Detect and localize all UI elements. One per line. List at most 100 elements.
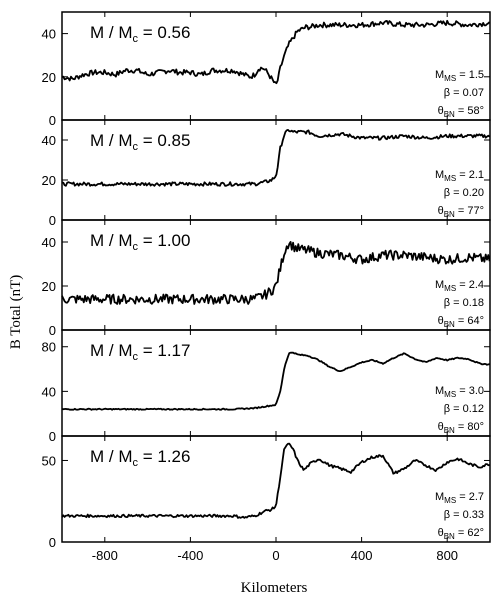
y-tick-label: 0 xyxy=(49,213,56,228)
title-ratio: 1.17 xyxy=(157,341,190,360)
param-symbol: M xyxy=(435,169,444,181)
param-symbol: β xyxy=(444,403,450,415)
x-tick-label: 800 xyxy=(436,548,458,563)
param-subscript: MS xyxy=(444,496,456,505)
y-tick-label: 20 xyxy=(42,70,56,85)
param-symbol: θ xyxy=(438,105,444,117)
param-value: = 64° xyxy=(455,315,484,327)
series-line xyxy=(61,351,490,411)
title-prefix: M / M xyxy=(90,23,133,42)
x-axis-label: Kilometers xyxy=(241,580,308,596)
param-label: MMS = 3.0 xyxy=(435,385,484,399)
param-symbol: θ xyxy=(438,527,444,539)
title-prefix: M / M xyxy=(90,341,133,360)
param-subscript: MS xyxy=(444,174,456,183)
title-subscript: c xyxy=(133,457,139,469)
series-line xyxy=(61,129,491,187)
y-tick-label: 40 xyxy=(42,133,56,148)
param-symbol: M xyxy=(435,279,444,291)
param-label: θBN = 62° xyxy=(438,527,484,541)
panel-title: M / Mc = 0.85 xyxy=(90,131,190,153)
title-equals: = xyxy=(138,231,157,250)
param-value: = 1.5 xyxy=(456,69,484,81)
y-tick-label: 0 xyxy=(49,113,56,128)
title-prefix: M / M xyxy=(90,231,133,250)
param-symbol: M xyxy=(435,69,444,81)
title-equals: = xyxy=(138,341,157,360)
param-symbol: β xyxy=(444,509,450,521)
x-axis-ticks: -800 -400 0 400 800 xyxy=(92,548,458,563)
param-subscript: MS xyxy=(444,74,456,83)
param-subscript: MS xyxy=(444,390,456,399)
y-tick-label: 0 xyxy=(49,535,56,550)
param-subscript: BN xyxy=(444,320,455,329)
param-label: β = 0.18 xyxy=(444,297,484,309)
param-label: β = 0.12 xyxy=(444,403,484,415)
param-value: = 0.18 xyxy=(450,297,484,309)
param-label: β = 0.07 xyxy=(444,87,484,99)
y-tick-label: 40 xyxy=(42,27,56,42)
param-value: = 0.12 xyxy=(450,403,484,415)
y-tick-label: 80 xyxy=(42,340,56,355)
title-ratio: 1.26 xyxy=(157,447,190,466)
param-value: = 77° xyxy=(455,205,484,217)
series-line xyxy=(61,19,491,85)
param-label: MMS = 2.7 xyxy=(435,491,484,505)
param-label: MMS = 1.5 xyxy=(435,69,484,83)
param-symbol: θ xyxy=(438,421,444,433)
param-value: = 2.1 xyxy=(456,169,484,181)
y-tick-label: 0 xyxy=(49,429,56,444)
param-value: = 62° xyxy=(455,527,484,539)
title-subscript: c xyxy=(133,33,139,45)
param-value: = 0.33 xyxy=(450,509,484,521)
param-label: MMS = 2.4 xyxy=(435,279,484,293)
title-subscript: c xyxy=(133,141,139,153)
param-symbol: β xyxy=(444,187,450,199)
param-value: = 2.7 xyxy=(456,491,484,503)
param-symbol: θ xyxy=(438,205,444,217)
param-symbol: β xyxy=(444,87,450,99)
y-tick-label: 40 xyxy=(42,384,56,399)
param-subscript: MS xyxy=(444,284,456,293)
title-subscript: c xyxy=(133,351,139,363)
title-ratio: 0.85 xyxy=(157,131,190,150)
panel-title: M / Mc = 1.00 xyxy=(90,231,190,253)
param-label: θBN = 77° xyxy=(438,205,484,219)
param-label: β = 0.33 xyxy=(444,509,484,521)
y-axis-label: B Total (nT) xyxy=(8,275,24,350)
title-equals: = xyxy=(138,131,157,150)
panel-title: M / Mc = 0.56 xyxy=(90,23,190,45)
param-symbol: M xyxy=(435,385,444,397)
param-label: θBN = 58° xyxy=(438,105,484,119)
param-value: = 80° xyxy=(455,421,484,433)
param-subscript: BN xyxy=(444,426,455,435)
x-tick-label: 400 xyxy=(351,548,373,563)
param-subscript: BN xyxy=(444,532,455,541)
param-symbol: β xyxy=(444,297,450,309)
param-value: = 0.07 xyxy=(450,87,484,99)
y-tick-label: 20 xyxy=(42,279,56,294)
title-prefix: M / M xyxy=(90,131,133,150)
y-tick-label: 50 xyxy=(42,453,56,468)
param-label: θBN = 64° xyxy=(438,315,484,329)
x-tick-label: 0 xyxy=(272,548,279,563)
y-tick-label: 40 xyxy=(42,235,56,250)
param-subscript: BN xyxy=(444,210,455,219)
panel-title: M / Mc = 1.17 xyxy=(90,341,190,363)
param-value: = 58° xyxy=(455,105,484,117)
param-value: = 3.0 xyxy=(456,385,484,397)
series-line xyxy=(61,442,490,519)
title-equals: = xyxy=(138,23,157,42)
series-line xyxy=(61,241,491,305)
param-label: β = 0.20 xyxy=(444,187,484,199)
param-label: θBN = 80° xyxy=(438,421,484,435)
param-subscript: BN xyxy=(444,110,455,119)
param-symbol: θ xyxy=(438,315,444,327)
x-tick-label: -400 xyxy=(177,548,203,563)
panel-title: M / Mc = 1.26 xyxy=(90,447,190,469)
